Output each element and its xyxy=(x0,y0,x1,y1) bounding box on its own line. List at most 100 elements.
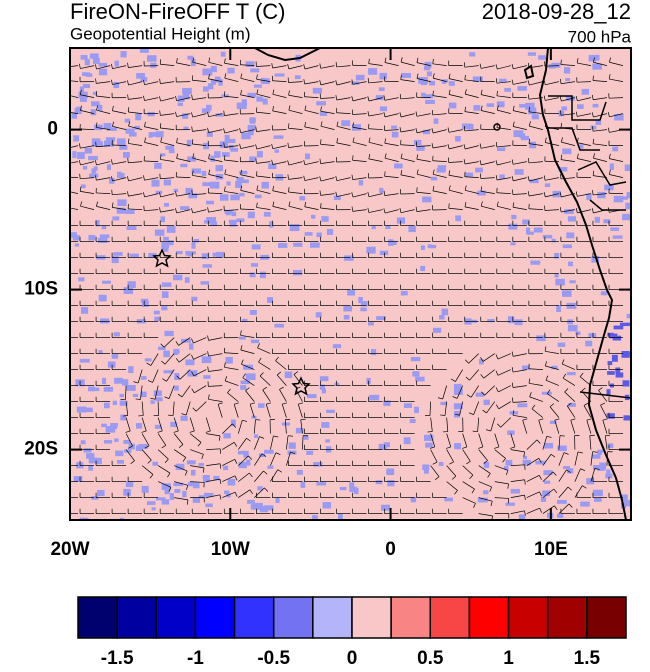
speckle xyxy=(338,513,343,519)
speckle xyxy=(257,486,262,490)
speckle xyxy=(404,437,411,444)
speckle xyxy=(85,148,92,154)
speckle xyxy=(117,460,124,464)
speckle xyxy=(293,270,302,275)
speckle xyxy=(113,252,122,256)
speckle xyxy=(250,310,257,315)
speckle xyxy=(401,73,411,78)
speckle xyxy=(81,55,88,60)
speckle xyxy=(427,71,432,76)
speckle xyxy=(444,498,453,502)
speckle xyxy=(358,297,363,303)
speckle xyxy=(262,182,269,189)
speckle xyxy=(150,63,156,68)
speckle xyxy=(557,514,563,518)
barb-feather xyxy=(63,144,64,149)
speckle xyxy=(121,51,127,57)
speckle xyxy=(608,361,613,365)
speckle xyxy=(379,87,385,91)
speckle xyxy=(568,403,576,407)
speckle xyxy=(105,126,111,129)
colorbar-label: -1.5 xyxy=(101,648,134,667)
speckle xyxy=(249,118,256,122)
speckle xyxy=(239,193,244,197)
speckle xyxy=(368,68,377,75)
speckle xyxy=(557,500,567,504)
speckle xyxy=(506,460,513,466)
speckle xyxy=(545,183,550,187)
speckle xyxy=(290,224,300,231)
speckle xyxy=(593,104,599,108)
speckle xyxy=(614,326,624,330)
speckle xyxy=(205,503,212,507)
speckle xyxy=(487,103,494,107)
speckle xyxy=(142,486,149,493)
speckle xyxy=(519,104,527,108)
speckle xyxy=(320,112,327,116)
speckle xyxy=(529,142,536,149)
speckle xyxy=(614,114,624,121)
speckle xyxy=(152,507,156,510)
speckle xyxy=(615,367,620,373)
speckle xyxy=(380,106,387,111)
speckle xyxy=(401,291,408,295)
speckle xyxy=(181,416,188,421)
speckle xyxy=(178,95,185,101)
speckle xyxy=(88,465,93,470)
speckle xyxy=(414,140,421,145)
speckle xyxy=(622,214,630,220)
speckle xyxy=(188,482,194,486)
speckle xyxy=(275,497,279,503)
speckle xyxy=(77,152,85,159)
speckle xyxy=(126,385,135,391)
speckle xyxy=(250,68,259,72)
speckle xyxy=(155,229,165,235)
speckle xyxy=(387,480,394,486)
speckle xyxy=(74,476,83,482)
speckle xyxy=(519,514,525,519)
speckle xyxy=(295,75,301,79)
speckle xyxy=(251,504,255,509)
speckle xyxy=(356,75,365,80)
speckle xyxy=(596,121,602,125)
speckle xyxy=(221,52,226,57)
speckle xyxy=(191,297,197,301)
speckle xyxy=(544,443,553,449)
speckle xyxy=(369,395,379,401)
speckle xyxy=(469,52,475,56)
speckle xyxy=(359,180,363,185)
speckle xyxy=(240,385,246,390)
speckle xyxy=(484,400,490,405)
speckle xyxy=(428,244,433,248)
speckle xyxy=(321,422,329,428)
speckle xyxy=(204,220,211,223)
speckle xyxy=(145,358,152,361)
speckle xyxy=(305,154,310,160)
colorbar-label: 1 xyxy=(503,648,514,667)
speckle xyxy=(511,489,520,494)
speckle xyxy=(530,261,540,265)
speckle xyxy=(187,56,193,60)
speckle xyxy=(151,400,155,404)
speckle xyxy=(576,331,581,334)
speckle xyxy=(316,482,326,486)
speckle xyxy=(289,442,296,448)
speckle xyxy=(213,253,219,257)
speckle xyxy=(325,439,330,442)
speckle xyxy=(202,171,207,176)
speckle xyxy=(421,93,426,97)
speckle xyxy=(368,322,374,325)
speckle xyxy=(127,226,137,230)
speckle xyxy=(517,403,527,407)
speckle xyxy=(404,403,412,408)
speckle xyxy=(155,397,162,401)
speckle xyxy=(126,481,133,487)
speckle xyxy=(316,101,326,105)
speckle xyxy=(221,94,228,97)
speckle xyxy=(117,199,126,206)
speckle xyxy=(366,247,375,254)
speckle xyxy=(599,463,606,470)
speckle xyxy=(256,96,263,101)
speckle xyxy=(305,232,313,236)
speckle xyxy=(239,462,247,468)
